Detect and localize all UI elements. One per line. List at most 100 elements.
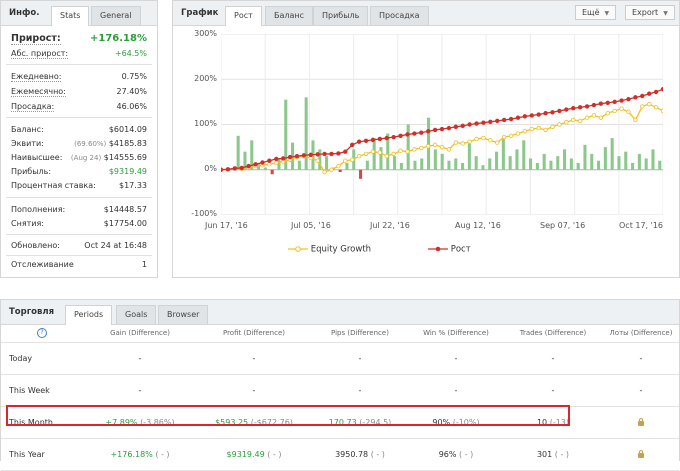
tab-profit[interactable]: Прибыль xyxy=(313,6,369,25)
chevron-down-icon: ▼ xyxy=(663,10,668,17)
balance-value: $6014.09 xyxy=(108,125,147,134)
tab-periods[interactable]: Periods xyxy=(65,305,113,325)
legend-growth[interactable]: Рост xyxy=(428,244,471,255)
y-tick-label: 200% xyxy=(194,74,217,83)
header-trades[interactable]: Trades (Difference) xyxy=(503,324,603,343)
export-button[interactable]: Export ▼ xyxy=(625,5,675,20)
equity-point xyxy=(653,105,659,110)
equity-point xyxy=(584,115,590,120)
growth-point xyxy=(239,165,244,171)
bar xyxy=(556,156,560,170)
growth-point xyxy=(274,156,279,162)
growth-point xyxy=(419,130,424,135)
more-button[interactable]: Ещё ▼ xyxy=(575,5,617,20)
growth-point xyxy=(515,115,521,120)
bar xyxy=(243,151,247,170)
deposits-value: $14448.57 xyxy=(103,205,147,214)
period-name-cell: This Month xyxy=(1,406,83,439)
cell-difference: (-$672.76) xyxy=(250,418,293,427)
period-name-cell: This Week xyxy=(1,374,83,407)
header-profit[interactable]: Profit (Difference) xyxy=(197,324,311,343)
tab-growth[interactable]: Рост xyxy=(225,6,262,26)
pips-cell: 3950.78 ( - ) xyxy=(311,438,409,471)
bar xyxy=(637,153,641,170)
highest-value: $14555.69 xyxy=(103,153,147,162)
cell-value: - xyxy=(454,386,458,395)
trades-cell: 301 ( - ) xyxy=(503,438,603,471)
growth-point xyxy=(363,138,369,143)
cell-value: 90% xyxy=(432,418,451,427)
period-name: Today xyxy=(9,354,33,363)
growth-point xyxy=(336,151,341,156)
legend-growth-swatch xyxy=(428,246,448,252)
header-win[interactable]: Win % (Difference) xyxy=(409,324,503,343)
cell-difference: ( - ) xyxy=(459,450,474,459)
header-lots[interactable]: Лоты (Difference) xyxy=(603,324,679,343)
growth-point xyxy=(446,125,452,131)
equity-point xyxy=(405,149,410,154)
trades-cell: - xyxy=(503,374,603,407)
bar xyxy=(590,153,594,170)
drawdown-label: Просадка: xyxy=(11,102,55,112)
equity-point xyxy=(508,133,514,139)
bar xyxy=(399,162,403,170)
header-pips[interactable]: Pips (Difference) xyxy=(311,324,409,343)
cell-value: - xyxy=(252,354,256,363)
growth-point xyxy=(536,112,541,117)
bar xyxy=(467,142,471,170)
equity-point xyxy=(481,135,486,141)
tab-browser[interactable]: Browser xyxy=(158,305,209,324)
tab-drawdown[interactable]: Просадка xyxy=(370,6,429,25)
cell-difference: (-294.5) xyxy=(359,418,392,427)
growth-point xyxy=(612,99,617,105)
growth-point xyxy=(653,89,659,95)
growth-point xyxy=(301,153,307,158)
daily-row: Ежедневно: 0.75% xyxy=(11,72,147,84)
cell-value: 3950.78 xyxy=(335,450,369,459)
growth-point xyxy=(377,136,383,142)
lock-icon[interactable] xyxy=(638,450,644,458)
bar xyxy=(651,149,655,170)
bar xyxy=(488,158,492,170)
equity-point xyxy=(329,167,334,172)
tab-general[interactable]: General xyxy=(91,6,141,25)
growth-point xyxy=(221,167,224,172)
legend-equity[interactable]: Equity Growth xyxy=(288,244,371,255)
growth-point xyxy=(322,151,327,157)
growth-label: Прирост: xyxy=(11,33,61,45)
header-gain[interactable]: Gain (Difference) xyxy=(83,324,197,343)
highest-row: Наивысшее: (Aug 24) $14555.69 xyxy=(11,153,147,165)
tab-balance[interactable]: Баланс xyxy=(265,6,314,25)
tab-goals[interactable]: Goals xyxy=(116,305,157,324)
withdrawals-label: Снятия: xyxy=(11,219,44,228)
growth-point xyxy=(522,114,528,119)
bar xyxy=(277,158,281,170)
profit-cell: - xyxy=(197,374,311,407)
profit-cell: - xyxy=(197,342,311,375)
period-name-cell: Today xyxy=(1,342,83,375)
growth-point xyxy=(501,117,507,123)
info-header: Инфо. Stats General xyxy=(1,1,157,26)
tab-stats[interactable]: Stats xyxy=(51,6,90,26)
bar xyxy=(338,169,342,173)
growth-point xyxy=(557,108,562,114)
trading-panel: Торговля Periods Goals Browser ? Gain (D… xyxy=(0,299,680,471)
cell-value: - xyxy=(138,354,142,363)
growth-point xyxy=(467,122,472,127)
lock-icon[interactable] xyxy=(638,418,644,426)
bar xyxy=(365,160,369,170)
cell-value: 10 xyxy=(536,418,548,427)
bar xyxy=(542,153,546,170)
bar xyxy=(318,149,322,170)
growth-point xyxy=(495,118,500,124)
growth-point xyxy=(460,123,465,129)
help-icon[interactable]: ? xyxy=(1,324,83,343)
y-tick-label: 300% xyxy=(194,29,217,38)
equity-point xyxy=(425,144,431,149)
bar xyxy=(495,151,499,170)
win-cell: 96% ( - ) xyxy=(409,438,503,471)
equity-point xyxy=(543,127,548,133)
x-tick-label: Jun 17, '16 xyxy=(205,221,248,230)
chevron-down-icon: ▼ xyxy=(604,10,610,17)
growth-point xyxy=(343,149,348,154)
